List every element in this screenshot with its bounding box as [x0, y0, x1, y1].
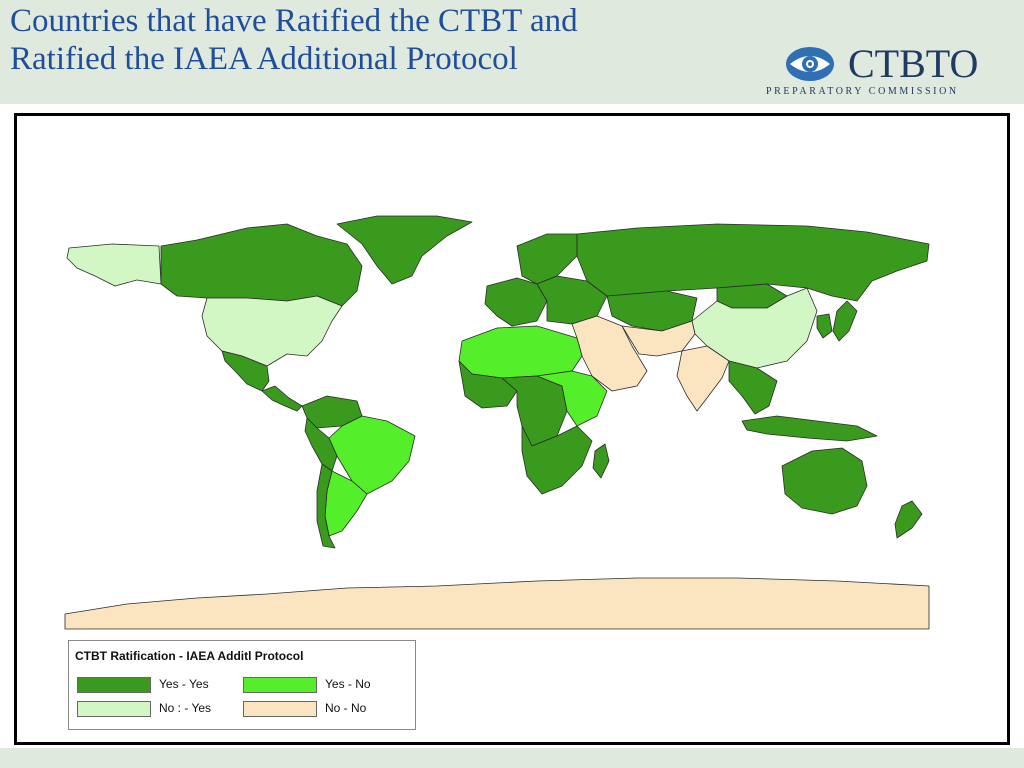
legend-swatch-yes-no: [243, 677, 317, 693]
region-alaska: [66, 243, 162, 287]
region-north-africa: [458, 325, 583, 379]
legend-label-no-no: No - No: [325, 701, 367, 715]
footer-band: [0, 748, 1024, 768]
title-line-2: Ratified the IAEA Additional Protocol: [10, 41, 518, 77]
region-central-america: [261, 385, 303, 412]
legend-label-yes-yes: Yes - Yes: [159, 677, 209, 691]
region-usa: [201, 295, 343, 367]
region-iran-afghanistan: [621, 320, 696, 357]
legend-title: CTBT Ratification - IAEA Additl Protocol: [75, 649, 304, 663]
region-west-africa: [458, 360, 518, 409]
header-band: Countries that have Ratified the CTBT an…: [0, 0, 1024, 104]
region-east-africa: [536, 370, 608, 427]
ctbto-logo: CTBTO PREPARATORY COMMISSION: [766, 40, 978, 102]
world-map: [64, 215, 930, 630]
legend-swatch-yes-yes: [77, 677, 151, 693]
legend-swatch-no-no: [243, 701, 317, 717]
region-japan: [832, 300, 858, 342]
region-scandinavia: [516, 233, 578, 285]
region-canada: [160, 223, 363, 307]
region-southeast-asia: [728, 360, 778, 415]
legend-label-yes-no: Yes - No: [325, 677, 371, 691]
page-title: Countries that have Ratified the CTBT an…: [10, 2, 750, 78]
map-frame: CTBT Ratification - IAEA Additl Protocol…: [14, 113, 1010, 745]
region-new-zealand: [894, 500, 923, 539]
logo-subtitle: PREPARATORY COMMISSION: [766, 86, 959, 97]
legend-label-no-yes: No : - Yes: [159, 701, 212, 715]
map-legend: CTBT Ratification - IAEA Additl Protocol…: [68, 640, 416, 730]
region-greenland: [336, 215, 473, 285]
region-western-europe: [484, 277, 548, 327]
region-australia: [781, 447, 868, 515]
region-indonesia: [741, 415, 878, 442]
region-chile: [316, 463, 336, 549]
logo-wordmark: CTBTO: [848, 41, 979, 86]
title-line-1: Countries that have Ratified the CTBT an…: [10, 3, 578, 39]
region-korea: [816, 313, 833, 339]
legend-swatch-no-yes: [77, 701, 151, 717]
region-southern-africa: [521, 425, 593, 495]
region-madagascar: [592, 443, 610, 479]
region-india: [676, 345, 730, 412]
region-antarctica: [64, 577, 930, 630]
ctbto-emblem-icon: [786, 47, 834, 81]
